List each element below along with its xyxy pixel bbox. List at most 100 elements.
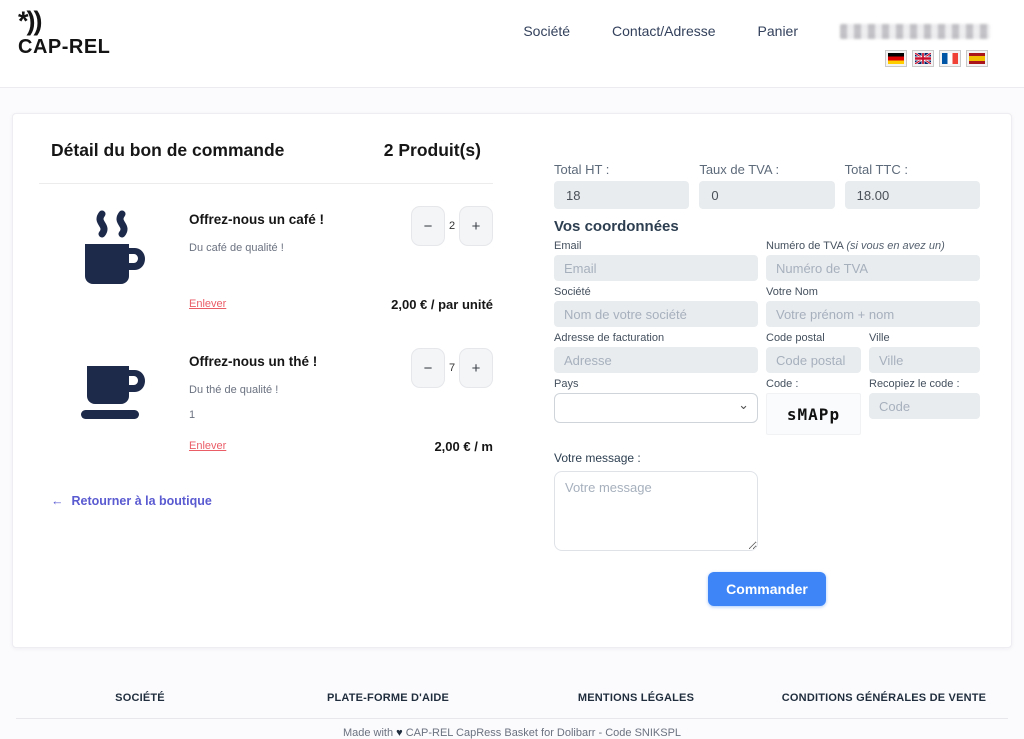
cart-item-coffee: Offrez-nous un café ! Du café de qualité… [39, 184, 493, 326]
heart-icon: ♥ [396, 727, 403, 739]
main-nav: Société Contact/Adresse Panier [523, 23, 990, 39]
uk-flag-icon[interactable] [912, 50, 934, 67]
zip-label: Code postal [766, 332, 825, 344]
quantity-value: 7 [448, 362, 456, 374]
item-details: Offrez-nous un café ! Du café de qualité… [189, 204, 369, 312]
french-flag-colors [942, 53, 958, 64]
address-label: Adresse de facturation [554, 332, 665, 344]
spanish-flag-colors [969, 53, 985, 64]
footer-links: SOCIÉTÉ PLATE-FORME D'AIDE MENTIONS LÉGA… [0, 692, 1024, 704]
country-fieldgroup: Pays ⌄ [554, 378, 758, 435]
total-ttc-label: Total TTC : [844, 162, 908, 177]
total-ht-value [554, 181, 690, 209]
signal-icon: *)) [18, 6, 43, 36]
nav-item-panier[interactable]: Panier [757, 23, 798, 39]
quantity-stepper: − 2 + [411, 206, 493, 246]
tva-hint: (si vous en avez un) [846, 240, 945, 252]
company-label: Société [554, 286, 591, 298]
tea-cup-icon [39, 346, 189, 454]
company-field[interactable] [554, 301, 758, 327]
footer-link-aide[interactable]: PLATE-FORME D'AIDE [326, 692, 450, 704]
remove-item-link[interactable]: Enlever [189, 440, 227, 452]
footer-link-cgv[interactable]: CONDITIONS GÉNÉRALES DE VENTE [781, 692, 987, 704]
item-note: 1 [189, 409, 196, 421]
cart-panel: Détail du bon de commande 2 Produit(s) O… [39, 140, 493, 510]
nav-item-contact-adresse[interactable]: Contact/Adresse [612, 23, 716, 39]
language-switcher [885, 50, 988, 67]
decrease-quantity-button[interactable]: − [411, 206, 445, 246]
caprel-logo[interactable]: *)) CAP-REL [18, 6, 110, 59]
taux-tva-value [699, 181, 835, 209]
email-label: Email [554, 240, 582, 252]
item-description: Du thé de qualité ! [189, 384, 279, 396]
german-flag-icon[interactable] [885, 50, 907, 67]
coffee-cup-icon [39, 204, 189, 312]
footer-link-mentions-legales[interactable]: MENTIONS LÉGALES [577, 692, 695, 704]
german-flag-colors [888, 53, 904, 64]
left-arrow-icon: ← [51, 494, 64, 508]
footer-divider [16, 718, 1008, 719]
total-ht: Total HT : [554, 162, 690, 209]
item-details: Offrez-nous un thé ! Du thé de qualité !… [189, 346, 369, 454]
order-form-panel: Total HT : Taux de TVA : Total TTC : Vos… [554, 162, 980, 606]
city-label: Ville [869, 332, 890, 344]
top-navbar: *)) CAP-REL Société Contact/Adresse Pani… [0, 0, 1024, 88]
name-field[interactable] [766, 301, 980, 327]
footer-credit: Made with ♥ CAP-REL CapRess Basket for D… [342, 727, 682, 739]
order-card: Détail du bon de commande 2 Produit(s) O… [12, 113, 1012, 648]
censored-user-info[interactable] [840, 23, 990, 39]
message-label: Votre message : [554, 451, 641, 465]
captcha-fieldgroup: Code : sMAPp [766, 378, 861, 435]
tva-fieldgroup: Numéro de TVA (si vous en avez un) [766, 240, 980, 281]
country-label: Pays [554, 378, 579, 390]
back-link-label: Retourner à la boutique [71, 494, 212, 508]
item-controls: − 7 + 2,00 € / m [369, 346, 493, 454]
tva-label: Numéro de TVA (si vous en avez un) [766, 240, 945, 252]
footer-link-societe[interactable]: SOCIÉTÉ [115, 692, 165, 704]
name-fieldgroup: Votre Nom [766, 286, 980, 327]
city-field[interactable] [869, 347, 980, 373]
company-fieldgroup: Société [554, 286, 758, 327]
taux-tva-label: Taux de TVA : [699, 162, 780, 177]
cart-header: Détail du bon de commande 2 Produit(s) [39, 140, 493, 161]
cart-divider [39, 183, 493, 184]
total-ht-label: Total HT : [554, 162, 610, 177]
total-ttc: Total TTC : [844, 162, 980, 209]
uk-flag-colors [915, 53, 931, 64]
remove-item-link[interactable]: Enlever [189, 298, 227, 310]
product-count: 2 Produit(s) [383, 140, 481, 160]
address-fieldgroup: Adresse de facturation [554, 332, 758, 373]
nav-item-societe[interactable]: Société [523, 23, 571, 39]
back-to-shop-link[interactable]: ← Retourner à la boutique [51, 494, 212, 508]
spanish-flag-icon[interactable] [966, 50, 988, 67]
email-fieldgroup: Email [554, 240, 758, 281]
item-name: Offrez-nous un café ! [189, 212, 325, 227]
totals-row: Total HT : Taux de TVA : Total TTC : [554, 162, 980, 209]
french-flag-icon[interactable] [939, 50, 961, 67]
zip-fieldgroup: Code postal [766, 332, 861, 373]
tva-field[interactable] [766, 255, 980, 281]
captcha-image: sMAPp [766, 393, 861, 435]
quantity-value: 2 [448, 220, 456, 232]
email-field[interactable] [554, 255, 758, 281]
logo-text: CAP-REL [18, 36, 111, 58]
zip-field[interactable] [766, 347, 861, 373]
message-textarea[interactable] [554, 471, 758, 551]
quantity-stepper: − 7 + [411, 348, 493, 388]
cart-item-tea: Offrez-nous un thé ! Du thé de qualité !… [39, 326, 493, 468]
increase-quantity-button[interactable]: + [459, 348, 493, 388]
item-controls: − 2 + 2,00 € / par unité [369, 204, 493, 312]
captcha-copy-field[interactable] [869, 393, 980, 419]
decrease-quantity-button[interactable]: − [411, 348, 445, 388]
order-submit-button[interactable]: Commander [708, 572, 826, 606]
item-description: Du café de qualité ! [189, 242, 284, 254]
address-field[interactable] [554, 347, 758, 373]
name-label: Votre Nom [766, 286, 818, 298]
captcha-copy-fieldgroup: Recopiez le code : [869, 378, 980, 435]
item-price: 2,00 € / par unité [391, 297, 493, 312]
increase-quantity-button[interactable]: + [459, 206, 493, 246]
country-select[interactable] [554, 393, 758, 423]
coordinates-section-title: Vos coordonnées [554, 218, 679, 235]
taux-tva: Taux de TVA : [699, 162, 835, 209]
captcha-label: Code : [766, 378, 799, 390]
